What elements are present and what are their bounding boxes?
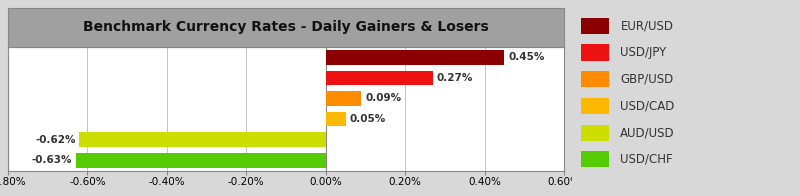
Bar: [326, 71, 433, 85]
Bar: [75, 153, 326, 168]
Bar: [581, 151, 610, 167]
Text: USD/CAD: USD/CAD: [621, 99, 674, 113]
Bar: [581, 71, 610, 87]
Bar: [581, 44, 610, 61]
Text: -0.63%: -0.63%: [31, 155, 71, 165]
Bar: [326, 91, 362, 106]
Bar: [581, 18, 610, 34]
Text: USD/CHF: USD/CHF: [621, 153, 673, 166]
Text: 0.09%: 0.09%: [366, 93, 402, 103]
Text: 0.27%: 0.27%: [437, 73, 474, 83]
Text: 0.45%: 0.45%: [509, 52, 545, 62]
Text: USD/JPY: USD/JPY: [621, 46, 666, 59]
Text: AUD/USD: AUD/USD: [621, 126, 675, 139]
Bar: [326, 50, 505, 65]
Text: -0.62%: -0.62%: [35, 135, 75, 145]
Text: Benchmark Currency Rates - Daily Gainers & Losers: Benchmark Currency Rates - Daily Gainers…: [83, 20, 489, 34]
Text: EUR/USD: EUR/USD: [621, 19, 674, 32]
Text: 0.05%: 0.05%: [350, 114, 386, 124]
Text: GBP/USD: GBP/USD: [621, 73, 674, 86]
Bar: [79, 132, 326, 147]
Bar: [581, 124, 610, 141]
Bar: [581, 98, 610, 114]
Bar: [326, 112, 346, 126]
